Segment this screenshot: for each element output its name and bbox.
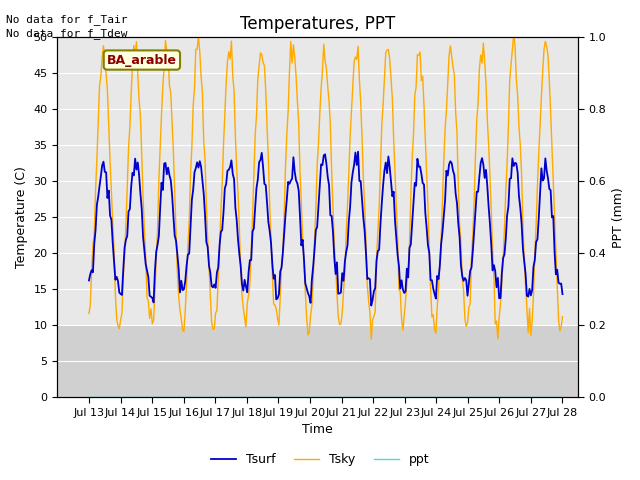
ppt <box>227 395 234 400</box>
Tsurf <box>250 226 258 231</box>
Tsky <box>510 32 518 37</box>
Tsky <box>242 324 250 330</box>
ppt <box>250 395 258 400</box>
Tsky <box>85 311 93 316</box>
Tsurf <box>242 284 250 289</box>
Y-axis label: Temperature (C): Temperature (C) <box>15 167 28 268</box>
Tsurf <box>367 303 375 309</box>
Text: BA_arable: BA_arable <box>107 54 177 67</box>
Tsurf <box>535 216 543 221</box>
Tsurf <box>143 268 151 274</box>
Tsky <box>367 336 375 342</box>
Legend: Tsurf, Tsky, ppt: Tsurf, Tsky, ppt <box>205 448 435 471</box>
ppt <box>242 395 250 400</box>
ppt <box>85 395 93 400</box>
Tsky <box>143 295 151 301</box>
Tsky <box>535 150 543 156</box>
Tsurf <box>559 291 566 297</box>
Tsurf <box>227 164 234 170</box>
Tsurf <box>85 277 93 283</box>
Text: No data for f_Tdew: No data for f_Tdew <box>6 28 128 39</box>
Line: Tsurf: Tsurf <box>89 152 563 306</box>
ppt <box>559 395 566 400</box>
Text: No data for f_Tair: No data for f_Tair <box>6 13 128 24</box>
X-axis label: Time: Time <box>303 423 333 436</box>
ppt <box>143 395 151 400</box>
ppt <box>532 395 540 400</box>
Tsky <box>292 73 300 79</box>
Tsky <box>559 314 566 320</box>
Tsky <box>227 56 234 62</box>
Tsurf <box>354 149 362 155</box>
Bar <box>58 325 579 397</box>
Tsky <box>250 174 258 180</box>
Line: Tsky: Tsky <box>89 35 563 339</box>
Title: Temperatures, PPT: Temperatures, PPT <box>240 15 396 33</box>
Tsurf <box>292 178 300 183</box>
ppt <box>292 395 300 400</box>
Y-axis label: PPT (mm): PPT (mm) <box>612 187 625 248</box>
